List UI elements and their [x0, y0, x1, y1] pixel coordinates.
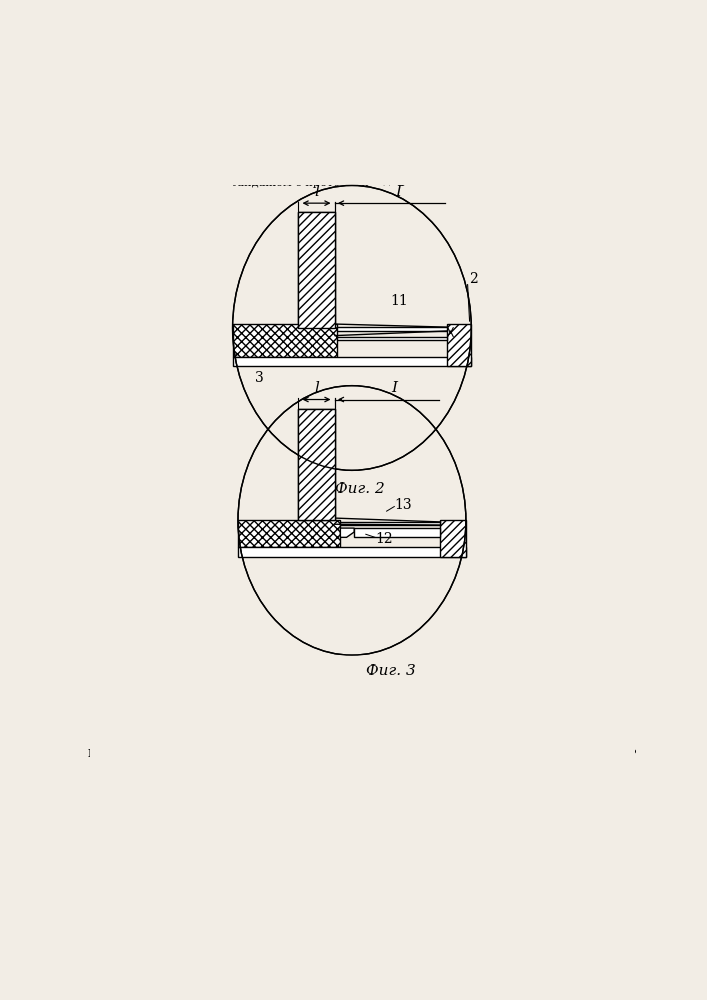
Bar — [298, 212, 335, 328]
Text: 113035, Москва, Ж-35, Раушская наб., 4/5: 113035, Москва, Ж-35, Раушская наб., 4/5 — [227, 756, 497, 767]
Bar — [440, 520, 466, 557]
Bar — [337, 327, 447, 331]
Text: Фиг. 2: Фиг. 2 — [335, 482, 385, 496]
Bar — [90, 185, 233, 470]
Text: 11: 11 — [390, 294, 408, 308]
Text: Производственно-издательский комбинат "Патент", г. Ужгород, ул.Гагарина, 101: Производственно-издательский комбинат "П… — [126, 772, 598, 783]
Bar — [472, 185, 635, 470]
Text: 3: 3 — [255, 371, 264, 385]
Bar — [233, 324, 337, 357]
Polygon shape — [340, 528, 354, 537]
Bar — [90, 470, 635, 890]
Text: Составитель   Д.Таланцев: Составитель Д.Таланцев — [267, 713, 419, 723]
Bar — [447, 324, 472, 366]
Bar — [447, 324, 472, 366]
Text: Подписное: Подписное — [498, 740, 573, 753]
Bar — [233, 357, 472, 366]
Text: Фиг. 3: Фиг. 3 — [366, 664, 415, 678]
Text: I: I — [392, 381, 397, 395]
Text: 3. Устройство по п. 1, о т л и ч а ю щ е е-
с я  тем, что пьезоэлемент снабжен к: 3. Устройство по п. 1, о т л и ч а ю щ е… — [104, 148, 370, 188]
Bar — [440, 520, 466, 557]
Bar — [298, 409, 335, 520]
Text: l: l — [314, 185, 319, 199]
Bar — [298, 409, 335, 520]
Text: 1758266: 1758266 — [331, 133, 392, 147]
Bar — [238, 520, 340, 547]
Bar — [340, 522, 440, 525]
Text: ВНИИПИ Государственного комитета по изобретениям и открытиям при ГКНТ СССР: ВНИИПИ Государственного комитета по изоб… — [88, 748, 636, 759]
Bar — [90, 655, 635, 890]
Text: Тираж: Тираж — [317, 740, 362, 753]
Text: Техред  М.Моргентал: Техред М.Моргентал — [267, 721, 395, 731]
Bar — [233, 324, 337, 357]
Text: 13: 13 — [395, 498, 412, 512]
Text: 7: 7 — [163, 133, 172, 147]
Text: Редактор   Е.Копча: Редактор Е.Копча — [104, 713, 217, 723]
Bar — [90, 386, 238, 655]
Bar — [298, 409, 335, 520]
Text: по внешней поверхности, а на опорном вы-
ступе выполнен  дополнительный  выступ
: по внешней поверхности, а на опорном вы-… — [369, 148, 630, 186]
Polygon shape — [354, 528, 440, 537]
Bar — [238, 547, 466, 557]
Text: I: I — [395, 185, 401, 199]
Bar — [90, 386, 635, 470]
Bar — [298, 212, 335, 328]
Bar — [466, 386, 635, 655]
Bar — [90, 0, 635, 185]
Text: Корректор   А.Долинич: Корректор А.Долинич — [467, 713, 604, 723]
Bar — [298, 212, 335, 328]
Text: 12: 12 — [375, 532, 392, 546]
Text: 8: 8 — [556, 133, 564, 147]
Text: l: l — [314, 381, 319, 395]
Bar — [298, 212, 335, 328]
Bar — [337, 337, 447, 340]
Bar — [298, 409, 335, 520]
Text: 2: 2 — [469, 272, 478, 286]
Text: Заказ  2982: Заказ 2982 — [104, 740, 185, 753]
Bar — [238, 520, 340, 547]
